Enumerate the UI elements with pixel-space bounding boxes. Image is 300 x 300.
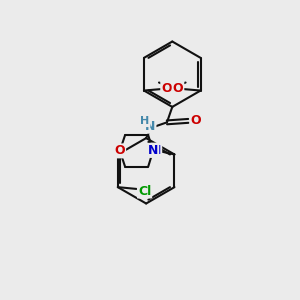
Text: Cl: Cl (138, 184, 151, 197)
Text: O: O (173, 82, 183, 95)
Text: O: O (115, 144, 125, 158)
Text: O: O (161, 82, 172, 95)
Text: H: H (140, 116, 150, 126)
Text: O: O (190, 114, 201, 128)
Text: N: N (151, 144, 161, 157)
Text: N: N (145, 120, 155, 133)
Text: N: N (148, 144, 158, 157)
